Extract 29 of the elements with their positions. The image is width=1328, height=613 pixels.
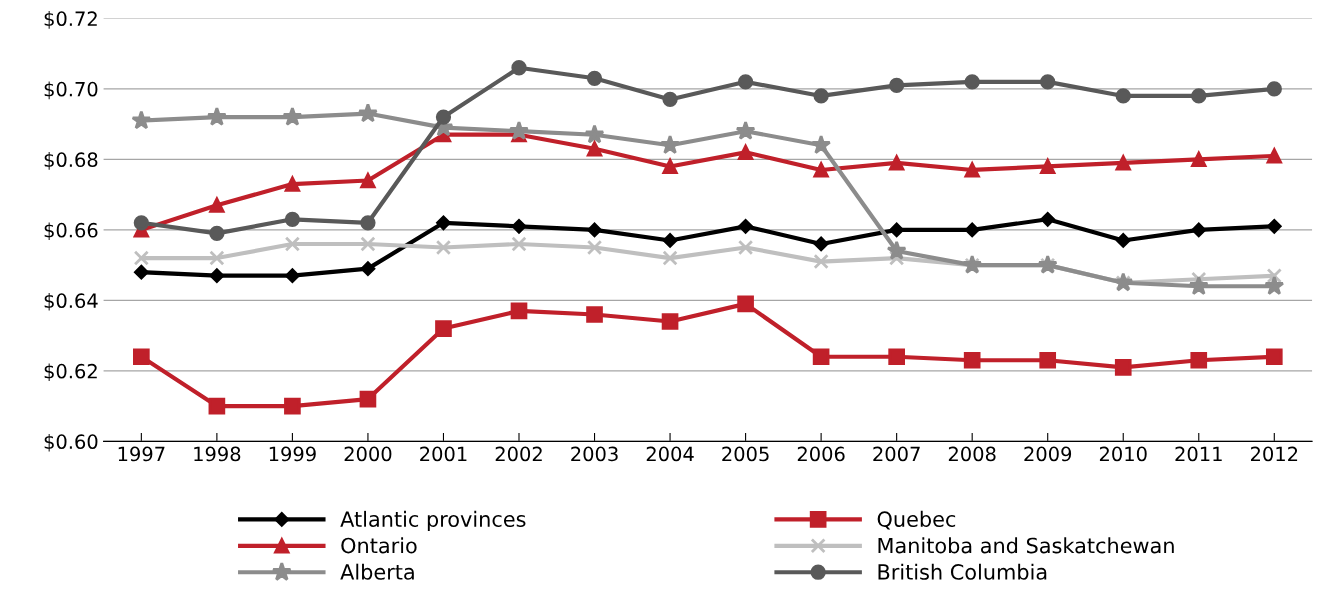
y-tick-label: $0.68	[44, 151, 98, 170]
y-tick-label: $0.62	[44, 363, 97, 382]
y-tick-label: $0.72	[44, 11, 97, 29]
legend-label: Ontario	[341, 537, 417, 554]
x-tick-label: 2005	[722, 446, 769, 462]
y-tick-label: $0.64	[44, 292, 98, 311]
legend-label: Alberta	[340, 563, 414, 580]
x-tick-label: 1999	[269, 446, 316, 462]
x-tick-label: 2000	[344, 446, 392, 462]
legend-label: Atlantic provinces	[340, 510, 526, 532]
x-tick-label: 1998	[194, 446, 241, 462]
x-tick-label: 2011	[1175, 446, 1222, 462]
x-tick-label: 1997	[118, 446, 165, 462]
y-tick-label: $0.66	[44, 222, 98, 241]
x-tick-label: 2010	[1099, 446, 1147, 462]
y-tick-label: $0.60	[44, 433, 98, 452]
x-tick-label: 2007	[873, 446, 920, 462]
x-tick-label: 2003	[571, 446, 618, 462]
x-tick-label: 2012	[1250, 446, 1298, 462]
x-tick-label: 2008	[948, 446, 996, 462]
legend-label: British Columbia	[878, 563, 1047, 580]
x-tick-label: 2002	[495, 446, 542, 462]
legend-label: Manitoba and Saskatchewan	[878, 537, 1174, 554]
y-tick-label: $0.70	[44, 81, 98, 100]
legend-label: Quebec	[877, 510, 956, 530]
x-tick-label: 2001	[420, 446, 467, 462]
x-tick-label: 2004	[646, 446, 694, 462]
x-tick-label: 2009	[1024, 446, 1072, 462]
x-tick-label: 2006	[797, 446, 845, 462]
